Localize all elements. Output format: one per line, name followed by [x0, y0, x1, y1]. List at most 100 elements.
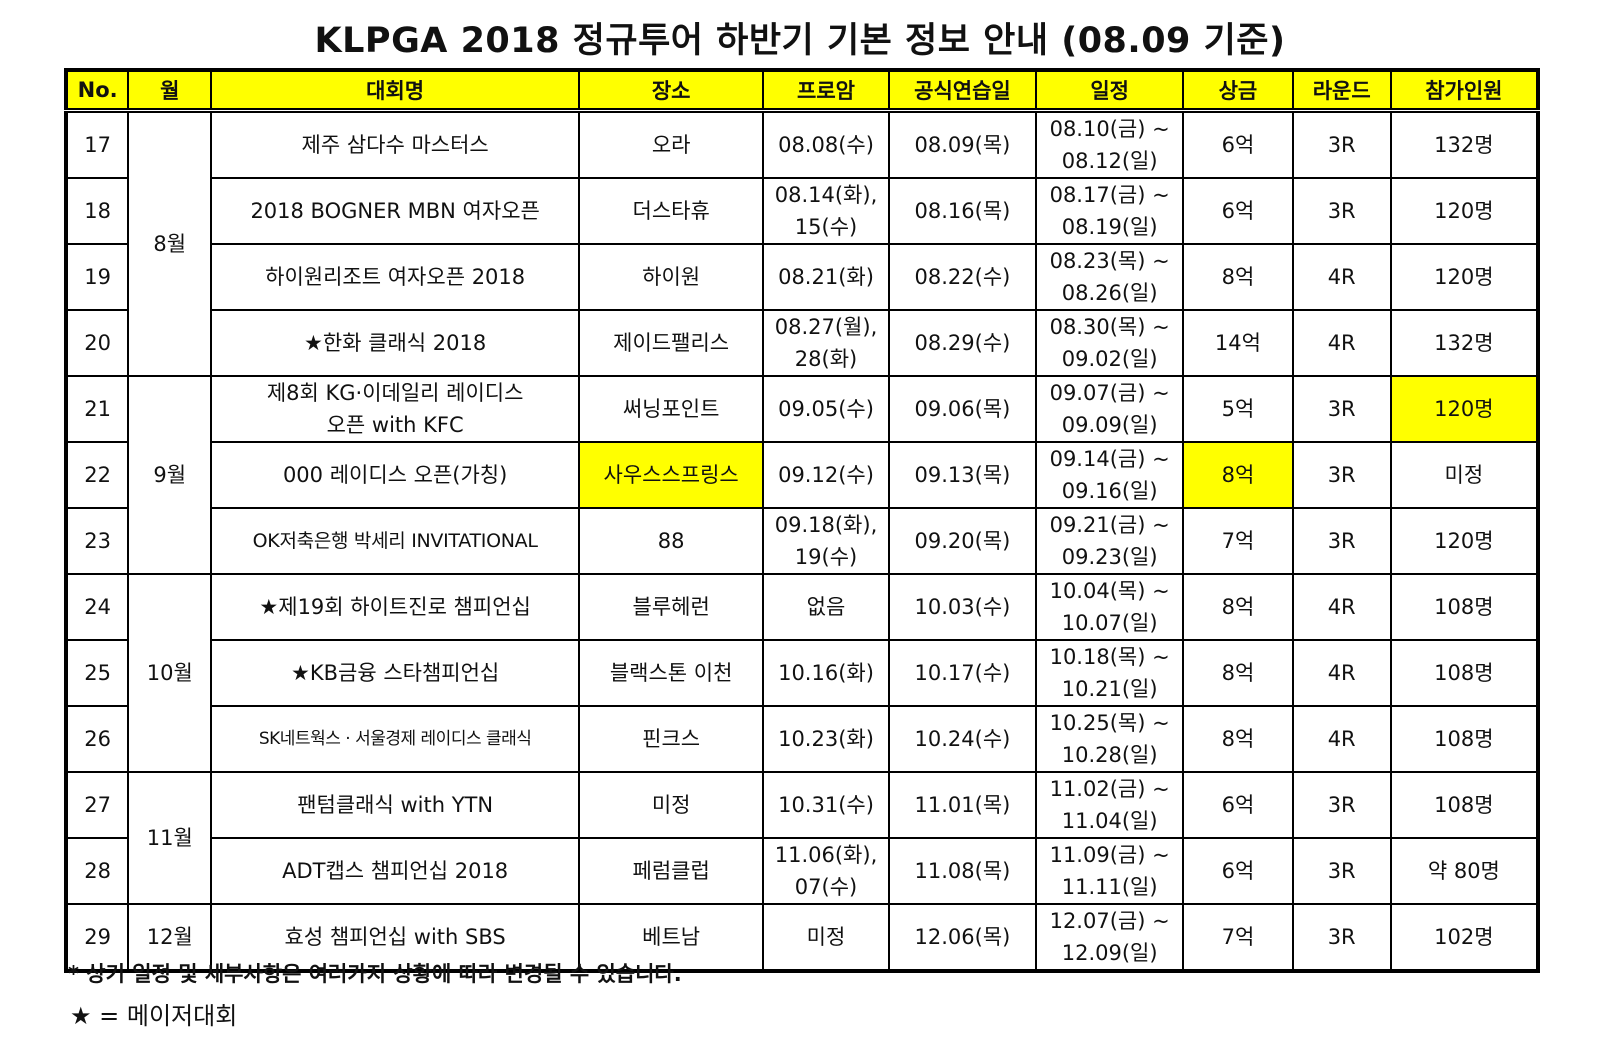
cell-round: 3R	[1291, 771, 1392, 839]
cell-tournament: 효성 챔피언십 with SBS	[210, 903, 581, 972]
header-row: No. 월 대회명 장소 프로암 공식연습일 일정 상금 라운드 참가인원	[64, 69, 1540, 112]
cell-venue: 더스타휴	[578, 177, 765, 245]
header-proam: 프로암	[762, 69, 890, 112]
cell-no: 29	[64, 903, 130, 972]
cell-proam: 10.16(화)	[762, 639, 890, 707]
cell-venue: 블랙스톤 이천	[578, 639, 765, 707]
cell-players: 132명	[1389, 109, 1540, 179]
cell-tournament: ★KB금융 스타챔피언십	[210, 639, 581, 707]
cell-no: 22	[64, 441, 130, 509]
cell-no: 23	[64, 507, 130, 575]
cell-prize: 6억	[1182, 771, 1294, 839]
cell-schedule: 09.07(금) ~ 09.09(일)	[1035, 375, 1185, 443]
cell-round: 3R	[1291, 177, 1392, 245]
cell-players: 미정	[1389, 441, 1540, 509]
table-row: 28 ADT캡스 챔피언십 2018 페럼클럽 11.06(화), 07(수) 1…	[64, 837, 1540, 905]
schedule-end: 09.09(일)	[1061, 413, 1158, 437]
cell-venue: 제이드팰리스	[578, 309, 765, 377]
cell-tournament: ★한화 클래식 2018	[210, 309, 581, 377]
cell-round: 3R	[1291, 109, 1392, 179]
footnote: * 상기 일정 및 세부사항은 여러가지 상황에 따라 변경될 수 있습니다.	[68, 962, 682, 986]
cell-round: 3R	[1291, 375, 1392, 443]
header-round: 라운드	[1291, 69, 1392, 112]
cell-no: 21	[64, 375, 130, 443]
schedule-start: 09.07(금) ~	[1049, 381, 1170, 405]
cell-practice: 09.13(목)	[887, 441, 1038, 509]
cell-prize: 14억	[1182, 309, 1294, 377]
cell-no: 27	[64, 771, 130, 839]
cell-tournament: ADT캡스 챔피언십 2018	[210, 837, 581, 905]
cell-no: 20	[64, 309, 130, 377]
cell-month-oct: 10월	[127, 573, 213, 773]
cell-venue: 오라	[578, 109, 765, 179]
cell-proam: 08.08(수)	[762, 109, 890, 179]
cell-prize: 6억	[1182, 177, 1294, 245]
cell-tournament: SK네트웍스 · 서울경제 레이디스 클래식	[210, 705, 581, 773]
cell-practice: 09.20(목)	[887, 507, 1038, 575]
cell-round: 4R	[1291, 639, 1392, 707]
table-row: 27 11월 팬텀클래식 with YTN 미정 10.31(수) 11.01(…	[64, 771, 1540, 905]
cell-venue: 88	[578, 507, 765, 575]
schedule-start: 12.07(금) ~	[1049, 909, 1170, 933]
cell-schedule: 10.04(목) ~ 10.07(일)	[1035, 573, 1185, 641]
cell-proam: 10.31(수)	[762, 771, 890, 839]
table-row: 19 하이원리조트 여자오픈 2018 하이원 08.21(화) 08.22(수…	[64, 243, 1540, 311]
table-row: 22 000 레이디스 오픈(가칭) 사우스스프링스 09.12(수) 09.1…	[64, 441, 1540, 509]
cell-venue: 블루헤런	[578, 573, 765, 641]
cell-practice: 12.06(목)	[887, 903, 1038, 972]
proam-line-2: 15(수)	[794, 215, 858, 239]
cell-practice: 11.08(목)	[887, 837, 1038, 905]
proam-line-1: 11.06(화),	[774, 843, 878, 867]
table-row: 26 SK네트웍스 · 서울경제 레이디스 클래식 핀크스 10.23(화) 1…	[64, 705, 1540, 773]
cell-practice: 08.16(목)	[887, 177, 1038, 245]
cell-schedule: 09.21(금) ~ 09.23(일)	[1035, 507, 1185, 575]
schedule-end: 10.07(일)	[1061, 611, 1158, 635]
proam-line-2: 28(화)	[794, 347, 858, 371]
schedule-end: 08.26(일)	[1061, 281, 1158, 305]
cell-schedule: 10.18(목) ~ 10.21(일)	[1035, 639, 1185, 707]
cell-practice: 08.22(수)	[887, 243, 1038, 311]
cell-round: 3R	[1291, 903, 1392, 972]
cell-no: 19	[64, 243, 130, 311]
cell-venue: 베트남	[578, 903, 765, 972]
cell-prize: 8억	[1182, 705, 1294, 773]
cell-practice: 09.06(목)	[887, 375, 1038, 443]
schedule-end: 09.23(일)	[1061, 545, 1158, 569]
cell-venue-highlighted: 사우스스프링스	[578, 441, 765, 509]
cell-month-aug: 8월	[127, 109, 213, 377]
cell-prize-highlighted: 8억	[1182, 441, 1294, 509]
cell-practice: 10.17(수)	[887, 639, 1038, 707]
cell-venue: 하이원	[578, 243, 765, 311]
schedule-end: 10.21(일)	[1061, 677, 1158, 701]
proam-line-1: 08.14(화),	[774, 183, 878, 207]
table-row: 24 10월 ★제19회 하이트진로 챔피언십 블루헤런 없음 10.03(수)…	[64, 573, 1540, 773]
cell-proam: 08.21(화)	[762, 243, 890, 311]
header-month: 월	[127, 69, 213, 112]
schedule-start: 11.09(금) ~	[1049, 843, 1170, 867]
page-title: KLPGA 2018 정규투어 하반기 기본 정보 안내 (08.09 기준)	[314, 21, 1286, 61]
schedule-end: 11.11(일)	[1061, 875, 1158, 899]
proam-line-1: 08.27(월),	[774, 315, 878, 339]
cell-prize: 8억	[1182, 243, 1294, 311]
cell-no: 18	[64, 177, 130, 245]
cell-venue: 써닝포인트	[578, 375, 765, 443]
cell-practice: 11.01(목)	[887, 771, 1038, 839]
schedule-start: 09.14(금) ~	[1049, 447, 1170, 471]
cell-month-dec: 12월	[127, 903, 213, 972]
cell-prize: 7억	[1182, 903, 1294, 972]
cell-no: 17	[64, 109, 130, 179]
cell-schedule: 08.30(목) ~ 09.02(일)	[1035, 309, 1185, 377]
cell-tournament: 2018 BOGNER MBN 여자오픈	[210, 177, 581, 245]
cell-prize: 7억	[1182, 507, 1294, 575]
cell-round: 3R	[1291, 441, 1392, 509]
schedule-start: 08.17(금) ~	[1049, 183, 1170, 207]
table-row: 20 ★한화 클래식 2018 제이드팰리스 08.27(월), 28(화) 08…	[64, 309, 1540, 377]
cell-proam: 10.23(화)	[762, 705, 890, 773]
cell-tournament: 팬텀클래식 with YTN	[210, 771, 581, 839]
schedule-end: 11.04(일)	[1061, 809, 1158, 833]
schedule-start: 11.02(금) ~	[1049, 777, 1170, 801]
cell-no: 26	[64, 705, 130, 773]
cell-proam: 없음	[762, 573, 890, 641]
schedule-end: 08.12(일)	[1061, 149, 1158, 173]
cell-round: 4R	[1291, 705, 1392, 773]
